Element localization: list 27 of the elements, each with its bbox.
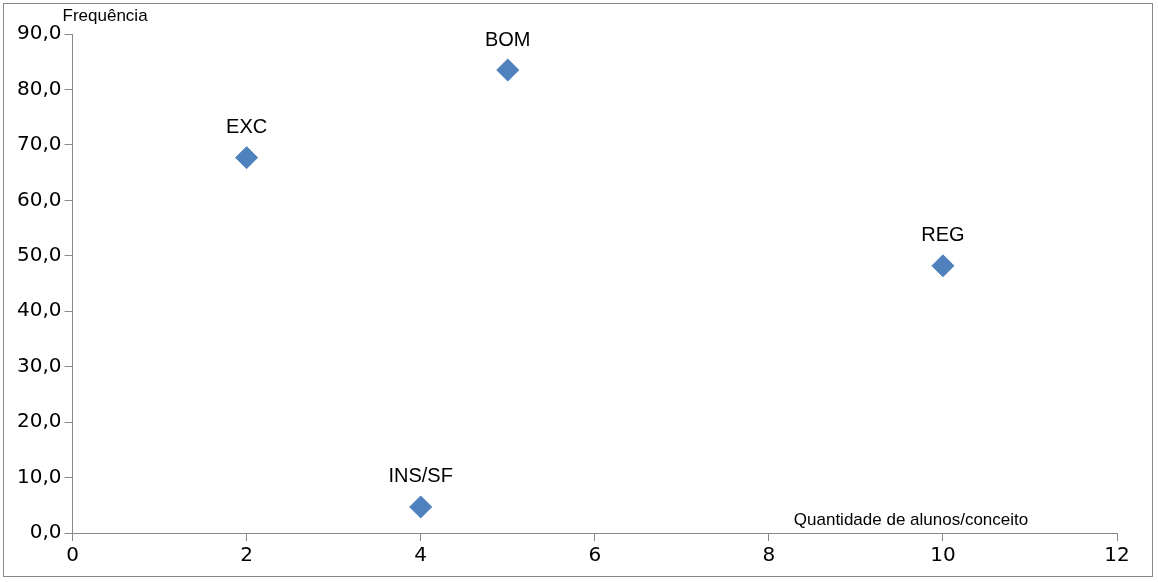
point <box>496 58 520 82</box>
point <box>235 146 259 170</box>
y-tick-label: 70,0 <box>17 131 62 156</box>
y-tick-label: 60,0 <box>17 186 62 211</box>
y-tick-label: 0,0 <box>29 519 62 544</box>
x-tick-label: 2 <box>240 542 253 567</box>
y-tick-label: 50,0 <box>17 241 62 266</box>
x-tick-label: 10 <box>930 542 956 567</box>
annotation: REG <box>921 223 965 246</box>
x-tick-label: 4 <box>414 542 428 567</box>
annotation: INS/SF <box>388 464 453 487</box>
x-tick-label: 0 <box>66 542 79 567</box>
point <box>931 254 955 278</box>
y-axis-title: Frequência <box>62 6 149 26</box>
y-tick-label: 40,0 <box>17 297 62 322</box>
y-tick-label: 10,0 <box>17 463 62 488</box>
y-tick-label: 80,0 <box>17 75 62 100</box>
point <box>409 495 433 519</box>
annotation: EXC <box>226 115 268 138</box>
x-tick-label: 8 <box>762 542 776 567</box>
x-axis-title: Quantidade de alunos/conceito <box>793 510 1029 530</box>
y-tick-label: 20,0 <box>17 408 62 433</box>
annotation: BOM <box>484 27 531 50</box>
y-tick-label: 90,0 <box>17 20 62 45</box>
x-tick-label: 6 <box>588 542 602 567</box>
y-tick-label: 30,0 <box>17 352 62 377</box>
x-tick-label: 12 <box>1104 542 1130 567</box>
